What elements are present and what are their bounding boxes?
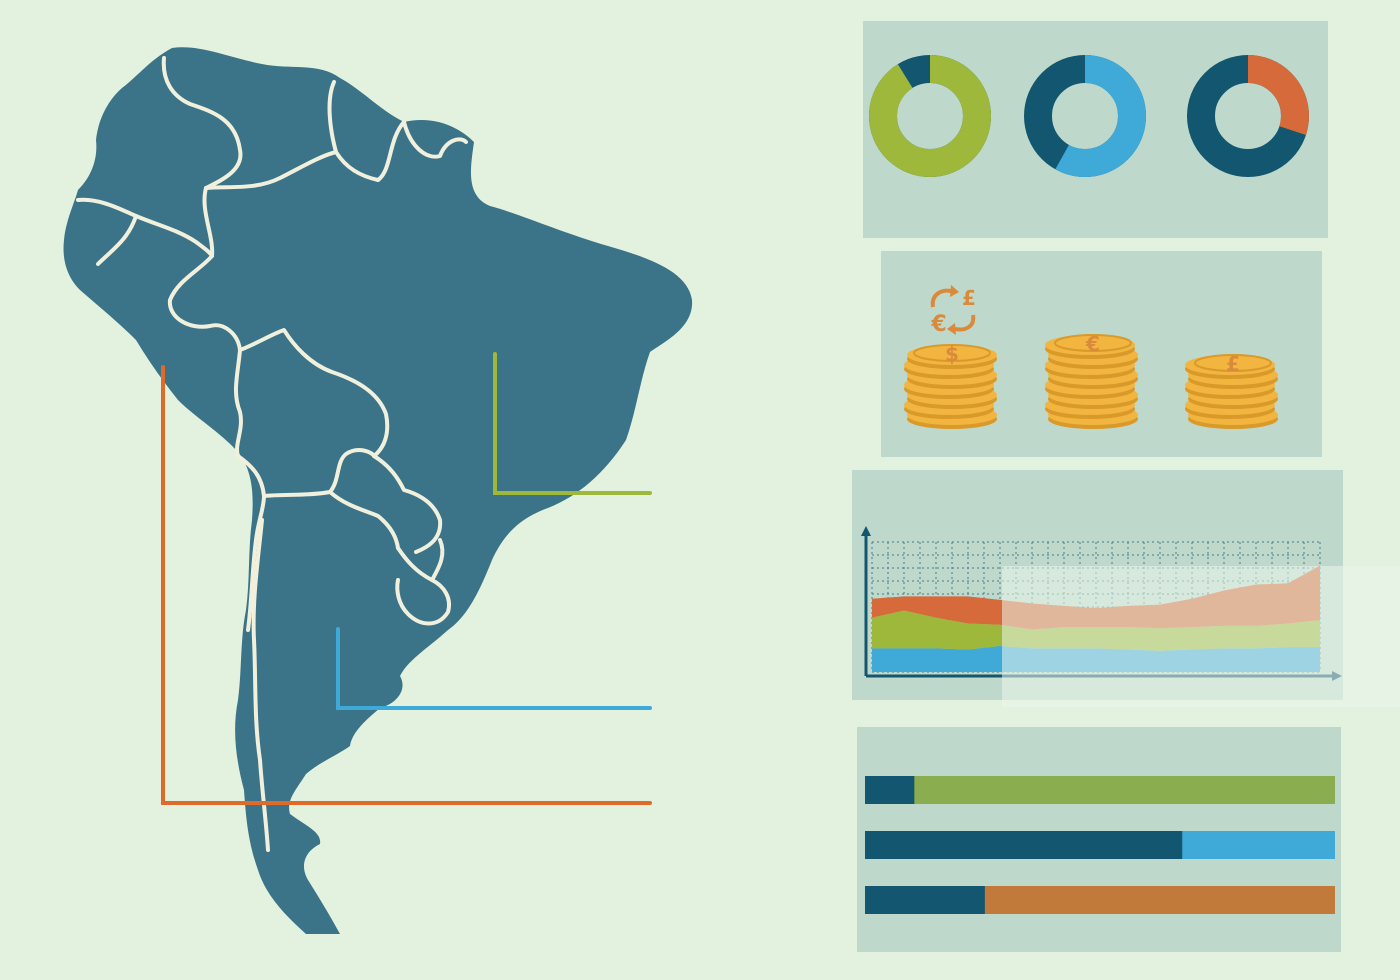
coin-rim: [913, 344, 991, 362]
map-callouts: [161, 352, 652, 805]
donut-charts-panel: [863, 21, 1328, 238]
currency-coins-panel: £ € $ € £: [881, 251, 1322, 457]
coin-symbol-1: $: [945, 342, 959, 366]
bar-blue-fill: [865, 831, 1183, 859]
coin-stacks: £ € $ € £: [904, 285, 1278, 429]
progress-bars-panel: [857, 727, 1341, 952]
pound-symbol: £: [962, 286, 976, 310]
bar-green-track: [865, 776, 1335, 804]
orange-callout: [161, 365, 652, 805]
euro-symbol: €: [930, 312, 946, 337]
highlight-overlay: [1002, 566, 1400, 707]
donut-green: [869, 55, 991, 177]
currency-exchange-icon: £ €: [930, 285, 976, 337]
donut-orange-segment: [1187, 55, 1309, 177]
bar-green: [865, 776, 1335, 804]
south-america-map: [63, 47, 693, 934]
donut-blue: [1024, 55, 1146, 177]
coin-rim: [1194, 354, 1272, 372]
coin-symbol-2: €: [1085, 332, 1100, 356]
bar-green-fill: [865, 776, 915, 804]
country-borders: [76, 56, 468, 852]
donut-blue-segment: [1024, 55, 1146, 177]
y-axis-arrow: [861, 526, 871, 536]
donut-charts: [869, 55, 1309, 177]
coin-stack-1: $: [904, 342, 997, 429]
green-callout: [493, 352, 652, 495]
donut-orange: [1187, 55, 1309, 177]
continent-shape: [63, 47, 693, 934]
blue-callout: [336, 627, 652, 710]
bar-orange-fill: [865, 886, 985, 914]
coin-rim: [1054, 334, 1132, 352]
donut-green-segment: [869, 55, 991, 177]
coin-stack-2: €: [1045, 332, 1138, 429]
bar-orange: [865, 886, 1335, 914]
coin-symbol-3: £: [1226, 352, 1240, 376]
progress-bars: [865, 776, 1335, 914]
bar-blue: [865, 831, 1335, 859]
coin-stack-3: £: [1185, 352, 1278, 429]
